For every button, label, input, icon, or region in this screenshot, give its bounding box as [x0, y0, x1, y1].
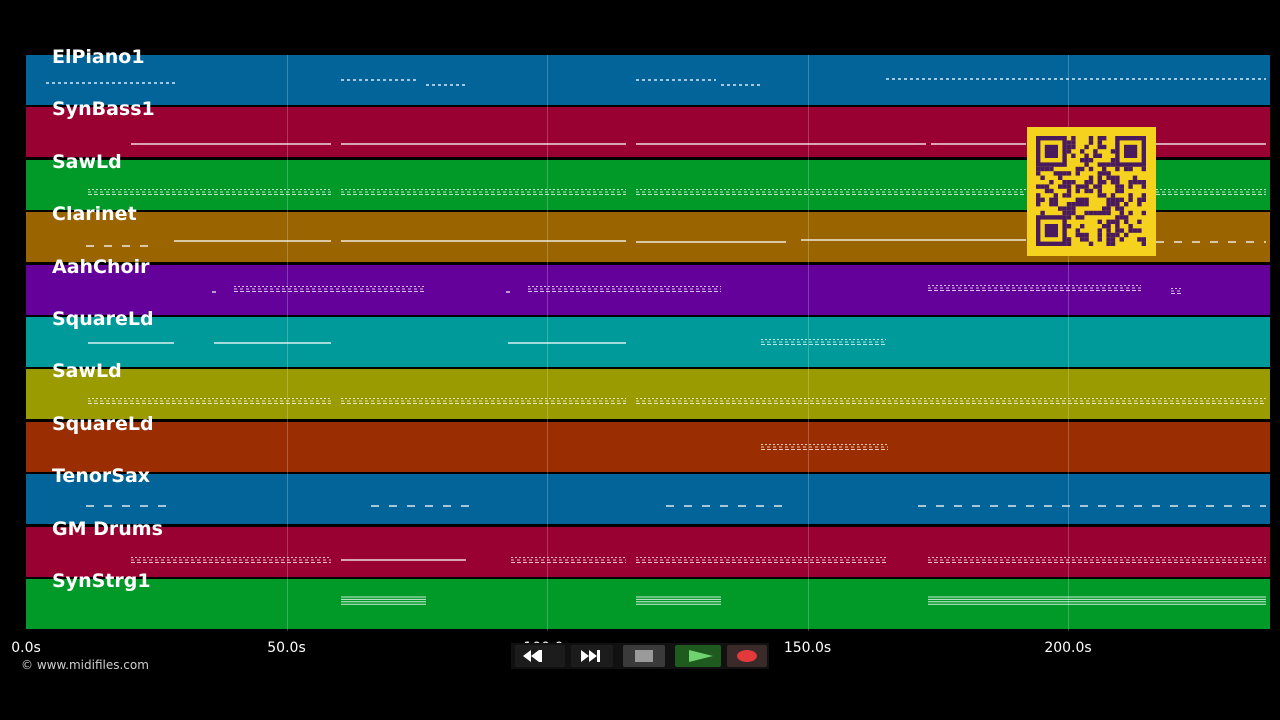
- track-lane[interactable]: AahChoir: [26, 256, 1270, 315]
- track-notes: [212, 284, 1181, 294]
- track-lane[interactable]: ElPiano1: [26, 46, 1270, 105]
- stop-button[interactable]: [623, 645, 665, 667]
- grid-line: [286, 55, 288, 631]
- track-lane[interactable]: GM Drums: [26, 518, 1270, 577]
- track-name: GM Drums: [52, 517, 163, 540]
- fast-forward-button[interactable]: [571, 645, 613, 667]
- time-tick-label: 50.0s: [267, 640, 306, 656]
- time-tick-label: 150.0s: [783, 640, 832, 656]
- track-lane[interactable]: SynStrg1: [26, 570, 1270, 629]
- track-notes: [761, 443, 888, 450]
- track-notes: [341, 596, 1266, 605]
- track-lane[interactable]: SquareLd: [26, 413, 1270, 472]
- time-tick-label: 0.0s: [11, 640, 41, 656]
- track-name: ElPiano1: [52, 46, 145, 68]
- play-icon: [689, 650, 713, 662]
- track-lane[interactable]: SquareLd: [26, 308, 1270, 367]
- track-name: AahChoir: [52, 255, 150, 278]
- track-notes: [88, 188, 1266, 195]
- track-name: SquareLd: [52, 308, 154, 330]
- fast-forward-icon: [581, 650, 600, 662]
- track-name: Clarinet: [52, 203, 137, 226]
- track-notes: [86, 239, 1266, 247]
- track-name: SynBass1: [52, 98, 155, 121]
- record-button[interactable]: [727, 645, 767, 667]
- time-tick-label: 200.0s: [1044, 640, 1092, 656]
- track-lane[interactable]: SawLd: [26, 360, 1270, 420]
- track-name: SawLd: [52, 360, 122, 383]
- track-notes: [88, 398, 1266, 405]
- track-name: SquareLd: [52, 412, 154, 435]
- track-notes: [131, 143, 1266, 146]
- track-name: SynStrg1: [52, 570, 151, 592]
- track-notes: [131, 556, 1266, 563]
- qr-code-graphic: [1036, 136, 1146, 246]
- play-button[interactable]: [675, 645, 721, 667]
- grid-line: [807, 55, 809, 631]
- credit-text: © www.midifiles.com: [21, 658, 149, 672]
- track-lane[interactable]: TenorSax: [26, 465, 1270, 525]
- rewind-icon: [523, 650, 542, 662]
- transport-controls: [511, 643, 769, 669]
- grid-line: [547, 55, 548, 631]
- stop-icon: [635, 650, 653, 662]
- qr-code: [1027, 127, 1156, 256]
- track-name: TenorSax: [52, 465, 151, 488]
- track-name: SawLd: [52, 150, 122, 173]
- track-notes: [46, 78, 1266, 86]
- track-notes: [86, 505, 1266, 507]
- grid-line: [1068, 55, 1069, 631]
- rewind-button[interactable]: [515, 645, 565, 667]
- track-notes: [88, 339, 886, 345]
- record-icon: [737, 650, 757, 662]
